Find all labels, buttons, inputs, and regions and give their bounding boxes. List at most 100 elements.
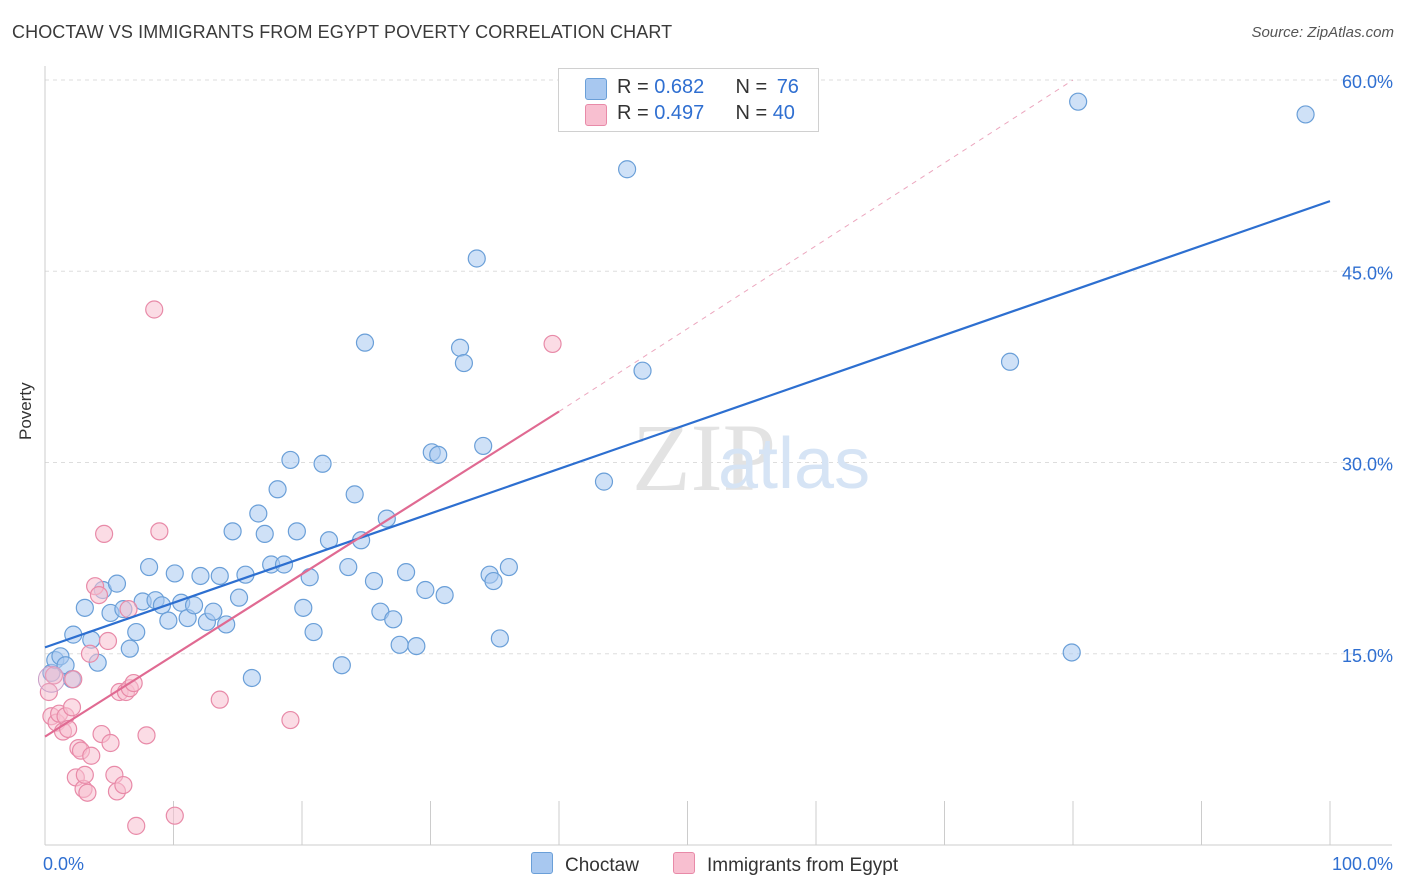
r-value: 0.497 (654, 102, 705, 124)
choctaw-point (474, 436, 493, 456)
choctaw-point (304, 622, 323, 642)
choctaw-point (139, 557, 159, 577)
legend-label-egypt: Immigrants from Egypt (707, 855, 899, 876)
choctaw-point (435, 585, 454, 605)
egypt-point (543, 334, 562, 354)
egypt-point (80, 644, 100, 663)
choctaw-point (345, 485, 364, 504)
watermark: ZIP atlas (632, 404, 870, 511)
y-tick-label: 30.0% (1342, 455, 1393, 475)
choctaw-point (127, 622, 146, 642)
tick-labels: 15.0% 30.0% 45.0% 60.0% 0.0% 100.0% (43, 72, 1393, 874)
choctaw-point (390, 635, 409, 654)
choctaw-point (416, 580, 435, 600)
egypt-trend-extension (558, 79, 1074, 412)
choctaw-point (255, 524, 274, 544)
y-axis-label: Poverty (16, 382, 35, 440)
choctaw-point (355, 333, 375, 352)
egypt-point (64, 670, 83, 689)
choctaw-point (490, 629, 509, 648)
egypt-point (119, 600, 138, 619)
egypt-point (127, 816, 146, 835)
x-tick-label: 100.0% (1332, 854, 1393, 874)
choctaw-point (75, 598, 94, 617)
egypt-point (98, 631, 118, 651)
stats-legend: R = 0.682 N = 76 R = 0.497 N = 40 (558, 68, 819, 132)
n-label: N = (735, 102, 773, 124)
choctaw-point (300, 568, 319, 587)
legend-swatch-choctaw (531, 852, 553, 874)
choctaw-point (210, 566, 229, 586)
r-label: R = (617, 76, 655, 98)
r-value: 0.682 (654, 76, 705, 98)
choctaw-point (287, 522, 306, 541)
legend-label-choctaw: Choctaw (565, 855, 639, 876)
choctaw-point (159, 611, 178, 630)
grid-lines (45, 79, 1392, 655)
choctaw-point (268, 480, 287, 499)
choctaw-point (396, 563, 416, 582)
legend-swatch-choctaw (585, 78, 607, 100)
egypt-point (165, 806, 184, 825)
bottom-legend-choctaw: Choctaw (531, 852, 639, 877)
choctaw-point (618, 160, 637, 179)
y-tick-label: 60.0% (1342, 72, 1393, 92)
choctaw-trend-line (44, 200, 1331, 649)
choctaw-point (633, 361, 652, 380)
egypt-point (95, 524, 114, 544)
source-credit: Source: ZipAtlas.com (1251, 24, 1394, 41)
egypt-point (281, 710, 300, 730)
choctaw-point (454, 353, 474, 373)
n-value: 76 (776, 76, 799, 98)
y-tick-label: 15.0% (1342, 646, 1393, 666)
legend-text-egypt: R = 0.497 N = 40 (617, 102, 795, 125)
r-label: R = (617, 102, 655, 124)
egypt-point (150, 522, 169, 541)
choctaw-point (429, 445, 448, 464)
egypt-point (75, 765, 94, 784)
choctaw-point (165, 564, 184, 583)
choctaw-point (339, 557, 358, 577)
watermark-atlas: atlas (718, 424, 870, 504)
choctaw-point (242, 668, 261, 688)
egypt-point (78, 783, 97, 802)
y-tick-label: 45.0% (1342, 263, 1393, 283)
choctaw-point (332, 656, 351, 675)
egypt-point (145, 300, 164, 319)
choctaw-point (152, 596, 172, 615)
choctaw-point (484, 571, 503, 591)
choctaw-point (364, 571, 384, 591)
choctaw-point (384, 610, 403, 629)
choctaw-point (1069, 92, 1088, 111)
choctaw-point (120, 639, 139, 658)
legend-swatch-egypt (673, 852, 695, 874)
choctaw-point (281, 450, 300, 470)
x-tick-label: 0.0% (43, 854, 84, 874)
legend-text-choctaw: R = 0.682 N = 76 (617, 76, 799, 99)
choctaw-point (467, 249, 486, 268)
trend-lines (44, 79, 1331, 738)
choctaw-point (1000, 352, 1020, 371)
choctaw-point (249, 504, 268, 523)
egypt-point (62, 698, 82, 717)
chart-title: CHOCTAW VS IMMIGRANTS FROM EGYPT POVERTY… (12, 22, 673, 42)
choctaw-point (407, 636, 426, 656)
egypt-trend-line (44, 410, 560, 738)
legend-swatch-egypt (585, 104, 607, 126)
choctaw-point (450, 338, 470, 357)
choctaw-point (313, 454, 332, 473)
choctaw-point (191, 566, 210, 586)
egypt-point (82, 746, 101, 765)
choctaw-point (1062, 643, 1081, 662)
egypt-point (89, 585, 109, 605)
choctaw-point (229, 588, 249, 607)
choctaw-point (499, 557, 518, 577)
n-label: N = (735, 76, 773, 98)
bottom-legend-egypt: Immigrants from Egypt (673, 852, 898, 877)
choctaw-point (204, 602, 223, 621)
cluster-point (37, 665, 65, 693)
egypt-point (101, 733, 120, 753)
watermark-zip: ZIP (632, 404, 776, 511)
n-value: 40 (772, 102, 795, 124)
